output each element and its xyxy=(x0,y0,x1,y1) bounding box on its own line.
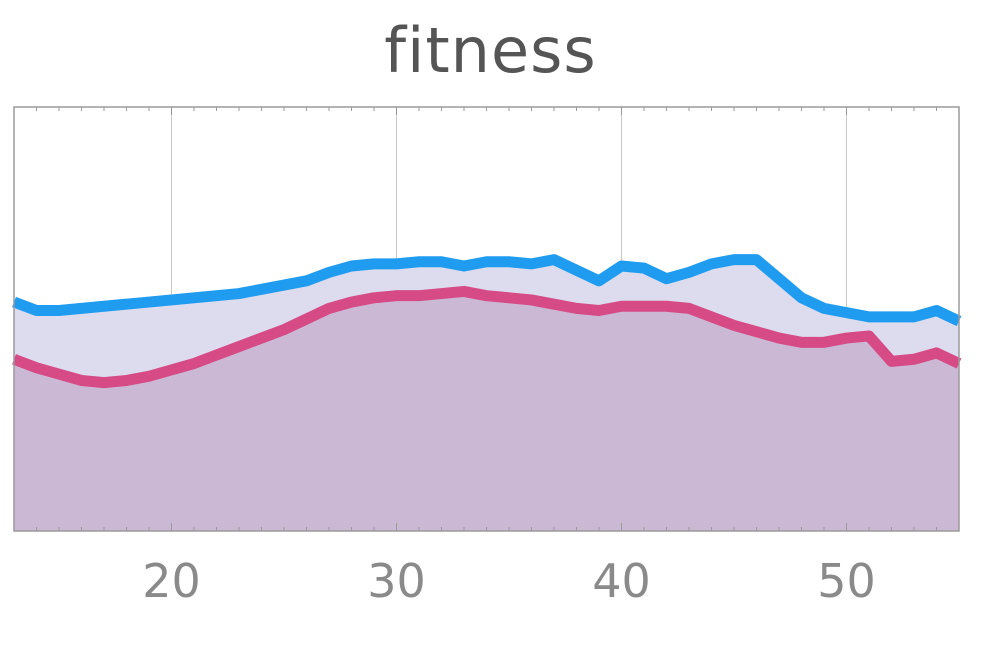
x-axis-ticks: 20 30 40 50 xyxy=(142,554,876,608)
series-lines xyxy=(12,254,962,389)
chart-title: fitness xyxy=(384,14,597,87)
series-2-line xyxy=(12,285,962,389)
plot-frame xyxy=(13,106,960,532)
area-fills xyxy=(14,259,959,531)
x-tick-label-20: 20 xyxy=(142,554,201,608)
x-tick-label-30: 30 xyxy=(367,554,426,608)
x-tick-label-40: 40 xyxy=(592,554,651,608)
series-1-line xyxy=(12,254,962,327)
x-tick-label-50: 50 xyxy=(817,554,876,608)
series-2-area xyxy=(14,291,959,531)
